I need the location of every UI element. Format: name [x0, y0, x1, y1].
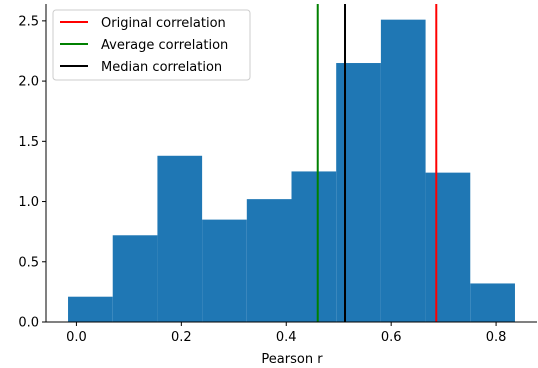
histogram-bar	[380, 19, 426, 323]
legend-box	[52, 9, 251, 81]
y-tick-label: 1.5	[18, 135, 39, 150]
histogram-bar	[246, 199, 292, 322]
y-tick-label: 1.0	[18, 195, 39, 210]
axes: 0.0 0.2 0.4 0.6 0.8 0.0 0.5 1.0 1.5 2.0 2.5	[18, 4, 537, 345]
histogram-bar	[202, 219, 247, 322]
histogram-bar	[470, 283, 515, 322]
legend: Original correlation Average correlation M…	[52, 9, 251, 81]
legend-label: Original correlation	[101, 16, 226, 31]
x-axis-title: Pearson r	[261, 352, 323, 367]
y-tick-label: 0.5	[18, 255, 39, 270]
reference-lines	[316, 4, 438, 322]
y-tick-label: 0.0	[18, 316, 39, 331]
histogram-bar	[68, 296, 113, 322]
legend-label: Median correlation	[101, 60, 222, 75]
y-tick-label: 2.0	[18, 75, 39, 90]
histogram-bar	[157, 155, 203, 322]
x-tick-label: 0.6	[381, 330, 402, 345]
x-tick-label: 0.0	[66, 330, 87, 345]
histogram-bar	[336, 63, 381, 322]
x-tick-label: 0.2	[171, 330, 192, 345]
y-tick-label: 2.5	[18, 14, 39, 29]
histogram-bar	[291, 171, 337, 322]
histogram-bars	[68, 19, 515, 323]
legend-label: Average correlation	[101, 38, 228, 53]
histogram-bar	[425, 172, 471, 322]
x-tick-label: 0.4	[276, 330, 297, 345]
histogram-bar	[112, 235, 158, 322]
x-tick-label: 0.8	[486, 330, 507, 345]
